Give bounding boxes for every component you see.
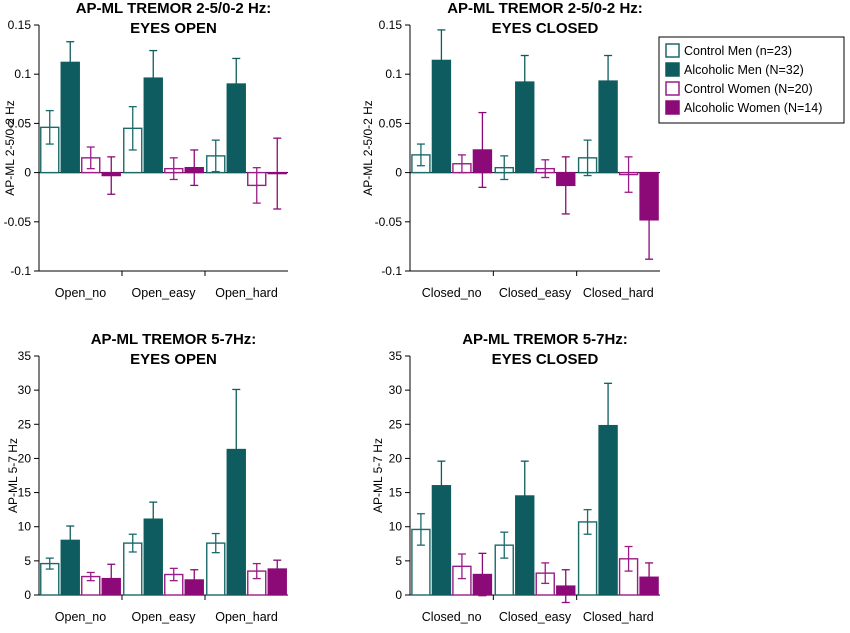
y-tick-label: 25 [18,417,32,431]
chart-title-line: EYES CLOSED [492,20,599,37]
x-category-label: Closed_easy [499,610,572,624]
x-category-label: Closed_no [422,610,482,624]
chart-title-line: AP-ML TREMOR 2-5/0-2 Hz: [447,0,643,17]
y-tick-label: 0 [395,166,402,180]
y-tick-label: 10 [18,520,32,534]
chart-title-line: EYES CLOSED [492,351,599,368]
legend-swatch-control-women [665,81,680,96]
x-category-label: Open_easy [132,286,197,300]
y-tick-label: 0 [24,588,31,602]
y-tick-label: 0.05 [8,116,32,130]
legend-label-alcoholic-men: Alcoholic Men (N=32) [684,63,804,77]
legend: Control Men (n=23) Alcoholic Men (N=32) Co… [658,36,845,124]
y-tick-label: -0.1 [10,264,31,278]
legend-swatch-alcoholic-men [665,62,680,77]
chart-panel-1: AP-ML TREMOR 2-5/0-2 Hz: EYES OPEN AP-ML 2… [3,0,288,300]
x-category-label: Closed_easy [499,286,572,300]
legend-swatch-alcoholic-women [665,100,680,115]
y-tick-label: 15 [389,486,403,500]
chart-title-line: AP-ML TREMOR 5-7Hz: [462,331,628,348]
x-category-label: Open_no [55,286,106,300]
y-tick-label: 15 [18,486,32,500]
y-tick-label: 0.05 [379,116,403,130]
y-tick-label: 0 [395,588,402,602]
chart-title-line: EYES OPEN [130,20,217,37]
y-tick-label: -0.05 [4,215,32,229]
legend-label-control-men: Control Men (n=23) [684,44,792,58]
y-tick-label: 5 [24,554,31,568]
chart-panel-3: AP-ML TREMOR 5-7Hz: EYES OPEN AP-ML 5-7 Hz… [6,331,288,624]
x-category-label: Closed_hard [583,286,654,300]
y-tick-label: -0.1 [381,264,402,278]
y-tick-label: 0 [24,166,31,180]
x-category-label: Open_hard [215,286,278,300]
y-tick-label: 10 [389,520,403,534]
x-category-label: Open_easy [132,610,197,624]
chart-title-line: EYES OPEN [130,351,217,368]
y-tick-label: 0.1 [385,67,402,81]
y-tick-label: 30 [18,383,32,397]
y-tick-label: 35 [18,349,32,363]
y-tick-label: 20 [389,451,403,465]
y-tick-label: 0.15 [379,18,403,32]
x-category-label: Open_hard [215,610,278,624]
y-tick-label: 20 [18,451,32,465]
chart-title-line: AP-ML TREMOR 2-5/0-2 Hz: [76,0,272,17]
y-axis-label: AP-ML 5-7 Hz [371,438,385,513]
y-tick-label: 25 [389,417,403,431]
x-category-label: Open_no [55,610,106,624]
y-tick-label: 35 [389,349,403,363]
x-category-label: Closed_hard [583,610,654,624]
legend-swatch-control-men [665,43,680,58]
y-tick-label: 0.1 [14,67,31,81]
y-tick-label: -0.05 [375,215,403,229]
legend-box [658,36,845,124]
y-tick-label: 0.15 [8,18,32,32]
x-category-label: Closed_no [422,286,482,300]
y-axis-label: AP-ML 2-5/0-2 Hz [3,100,17,196]
legend-label-alcoholic-women: Alcoholic Women (N=14) [684,101,822,115]
chart-panel-2: AP-ML TREMOR 2-5/0-2 Hz: EYES CLOSED AP-ML… [361,0,660,300]
chart-title-line: AP-ML TREMOR 5-7Hz: [91,331,257,348]
y-tick-label: 5 [395,554,402,568]
y-axis-label: AP-ML 5-7 Hz [6,438,20,513]
y-axis-label: AP-ML 2-5/0-2 Hz [361,100,375,196]
legend-label-control-women: Control Women (N=20) [684,82,813,96]
y-tick-label: 30 [389,383,403,397]
chart-panel-4: AP-ML TREMOR 5-7Hz: EYES CLOSED AP-ML 5-7 … [371,331,660,624]
